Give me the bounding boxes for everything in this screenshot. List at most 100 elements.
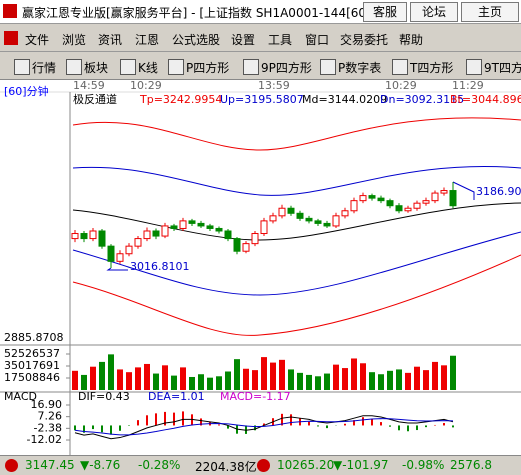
volume-bar xyxy=(306,374,312,390)
candle-body xyxy=(395,205,403,212)
volume-bar xyxy=(243,368,249,390)
channel-value: Md=3144.0209 xyxy=(302,93,387,106)
volume-bar xyxy=(270,362,276,390)
macd-tick-label: -12.02 xyxy=(27,433,62,446)
menu-item[interactable]: 窗口 xyxy=(305,33,330,47)
volume-bar xyxy=(72,370,78,390)
tool-button[interactable]: T四方形 xyxy=(410,61,454,75)
tool-button[interactable]: 9T四方形 xyxy=(484,61,521,75)
status-bar: 3147.45 ▼-8.76 -0.28% 2204.38亿 10265.20 ▼-101… xyxy=(0,455,521,475)
home-button[interactable]: 主页 xyxy=(461,2,519,22)
candle-body xyxy=(278,207,286,217)
candle-body xyxy=(368,195,376,199)
tool-icon xyxy=(168,59,184,75)
menu-item[interactable]: 江恩 xyxy=(135,33,160,47)
candle-body xyxy=(251,233,259,245)
candle-body xyxy=(449,190,457,207)
index-icon xyxy=(5,459,18,472)
app-icon xyxy=(3,4,17,18)
menu-icon xyxy=(4,31,18,45)
channel-value: Dn=3092.3115 xyxy=(380,93,464,106)
candle-body xyxy=(332,215,340,227)
candle-body xyxy=(98,230,106,247)
tool-button[interactable]: K线 xyxy=(138,61,158,75)
menu-item[interactable]: 工具 xyxy=(268,33,293,47)
time-label: 10:29 xyxy=(130,80,162,92)
volume-bar xyxy=(117,369,123,390)
candle-body xyxy=(107,245,115,262)
candle-body xyxy=(152,230,160,237)
price-axis-label: 2885.8708 xyxy=(4,331,64,344)
status-item: 10265.20 xyxy=(277,458,335,472)
status-item: ▼-101.97 xyxy=(333,458,389,472)
candle-body xyxy=(71,233,79,240)
menu-item[interactable]: 设置 xyxy=(231,33,256,47)
volume-bar xyxy=(198,374,204,390)
channel-md xyxy=(72,202,521,241)
candle-body xyxy=(404,207,412,212)
candle-body xyxy=(359,195,367,202)
volume-bar xyxy=(234,359,240,390)
index-icon xyxy=(257,459,270,472)
volume-bar xyxy=(369,372,375,390)
channel-bt xyxy=(72,254,521,336)
tool-icon xyxy=(66,59,82,75)
status-item: 2204.38亿 xyxy=(195,460,257,474)
candle-body xyxy=(305,217,313,222)
volume-bar xyxy=(153,373,159,390)
channel-tp xyxy=(72,117,521,151)
volume-bar xyxy=(324,373,330,390)
channel-up xyxy=(72,165,521,196)
candle-body xyxy=(386,200,394,207)
volume-bar xyxy=(432,361,438,390)
candle-body xyxy=(269,215,277,222)
tool-button[interactable]: P四方形 xyxy=(186,61,230,75)
volume-bar xyxy=(180,367,186,390)
status-item: 3147.45 xyxy=(25,458,75,472)
candle-body xyxy=(260,220,268,235)
macd-name: MACD xyxy=(4,390,37,403)
forum-button[interactable]: 论坛 xyxy=(410,2,458,22)
tool-button[interactable]: 9P四方形 xyxy=(261,61,312,75)
candle-body xyxy=(377,197,385,202)
status-item: -0.28% xyxy=(138,458,181,472)
menu-bar: 文件 浏览 资讯 江恩 公式选股 设置 工具 窗口 交易委托 帮助 xyxy=(0,25,521,52)
volume-bar xyxy=(252,370,258,390)
volume-bar xyxy=(423,370,429,390)
candle-body xyxy=(134,238,142,247)
tool-button[interactable]: P数字表 xyxy=(338,61,382,75)
volume-bar xyxy=(351,358,357,390)
tool-button[interactable]: 行情 xyxy=(32,61,57,75)
channel-dn xyxy=(72,231,521,296)
volume-bar xyxy=(207,377,213,390)
dea-label: DEA=1.01 xyxy=(148,390,205,403)
candle-body xyxy=(89,230,97,240)
tool-button[interactable]: 板块 xyxy=(84,61,109,75)
dif-label: DIF=0.43 xyxy=(78,390,130,403)
menu-item[interactable]: 浏览 xyxy=(62,33,87,47)
menu-item[interactable]: 公式选股 xyxy=(172,33,221,47)
volume-bar xyxy=(90,366,96,390)
toolbar: 行情 板块 K线 P四方形 9P四方形 P数字表 T四方形 9T四方形 xyxy=(0,53,521,80)
menu-item[interactable]: 文件 xyxy=(25,33,50,47)
menu-item[interactable]: 帮助 xyxy=(399,33,424,47)
high-label: 3186.90 xyxy=(476,185,521,198)
menu-item[interactable]: 交易委托 xyxy=(340,33,389,47)
time-label: 14:59 xyxy=(73,80,105,92)
volume-bar xyxy=(414,366,420,390)
volume-bar xyxy=(405,372,411,390)
candle-body xyxy=(440,190,448,194)
candle-body xyxy=(143,230,151,240)
service-button[interactable]: 客服 xyxy=(363,2,407,22)
volume-bar xyxy=(144,363,150,390)
menu-item[interactable]: 资讯 xyxy=(98,33,123,47)
volume-bar xyxy=(126,372,132,390)
candle-body xyxy=(170,225,178,229)
candle-body xyxy=(197,222,205,227)
volume-bar xyxy=(189,376,195,390)
volume-bar xyxy=(360,363,366,390)
macd-tick-label: 7.26 xyxy=(38,410,63,423)
low-label: 3016.8101 xyxy=(130,260,190,273)
volume-bar xyxy=(99,361,105,390)
